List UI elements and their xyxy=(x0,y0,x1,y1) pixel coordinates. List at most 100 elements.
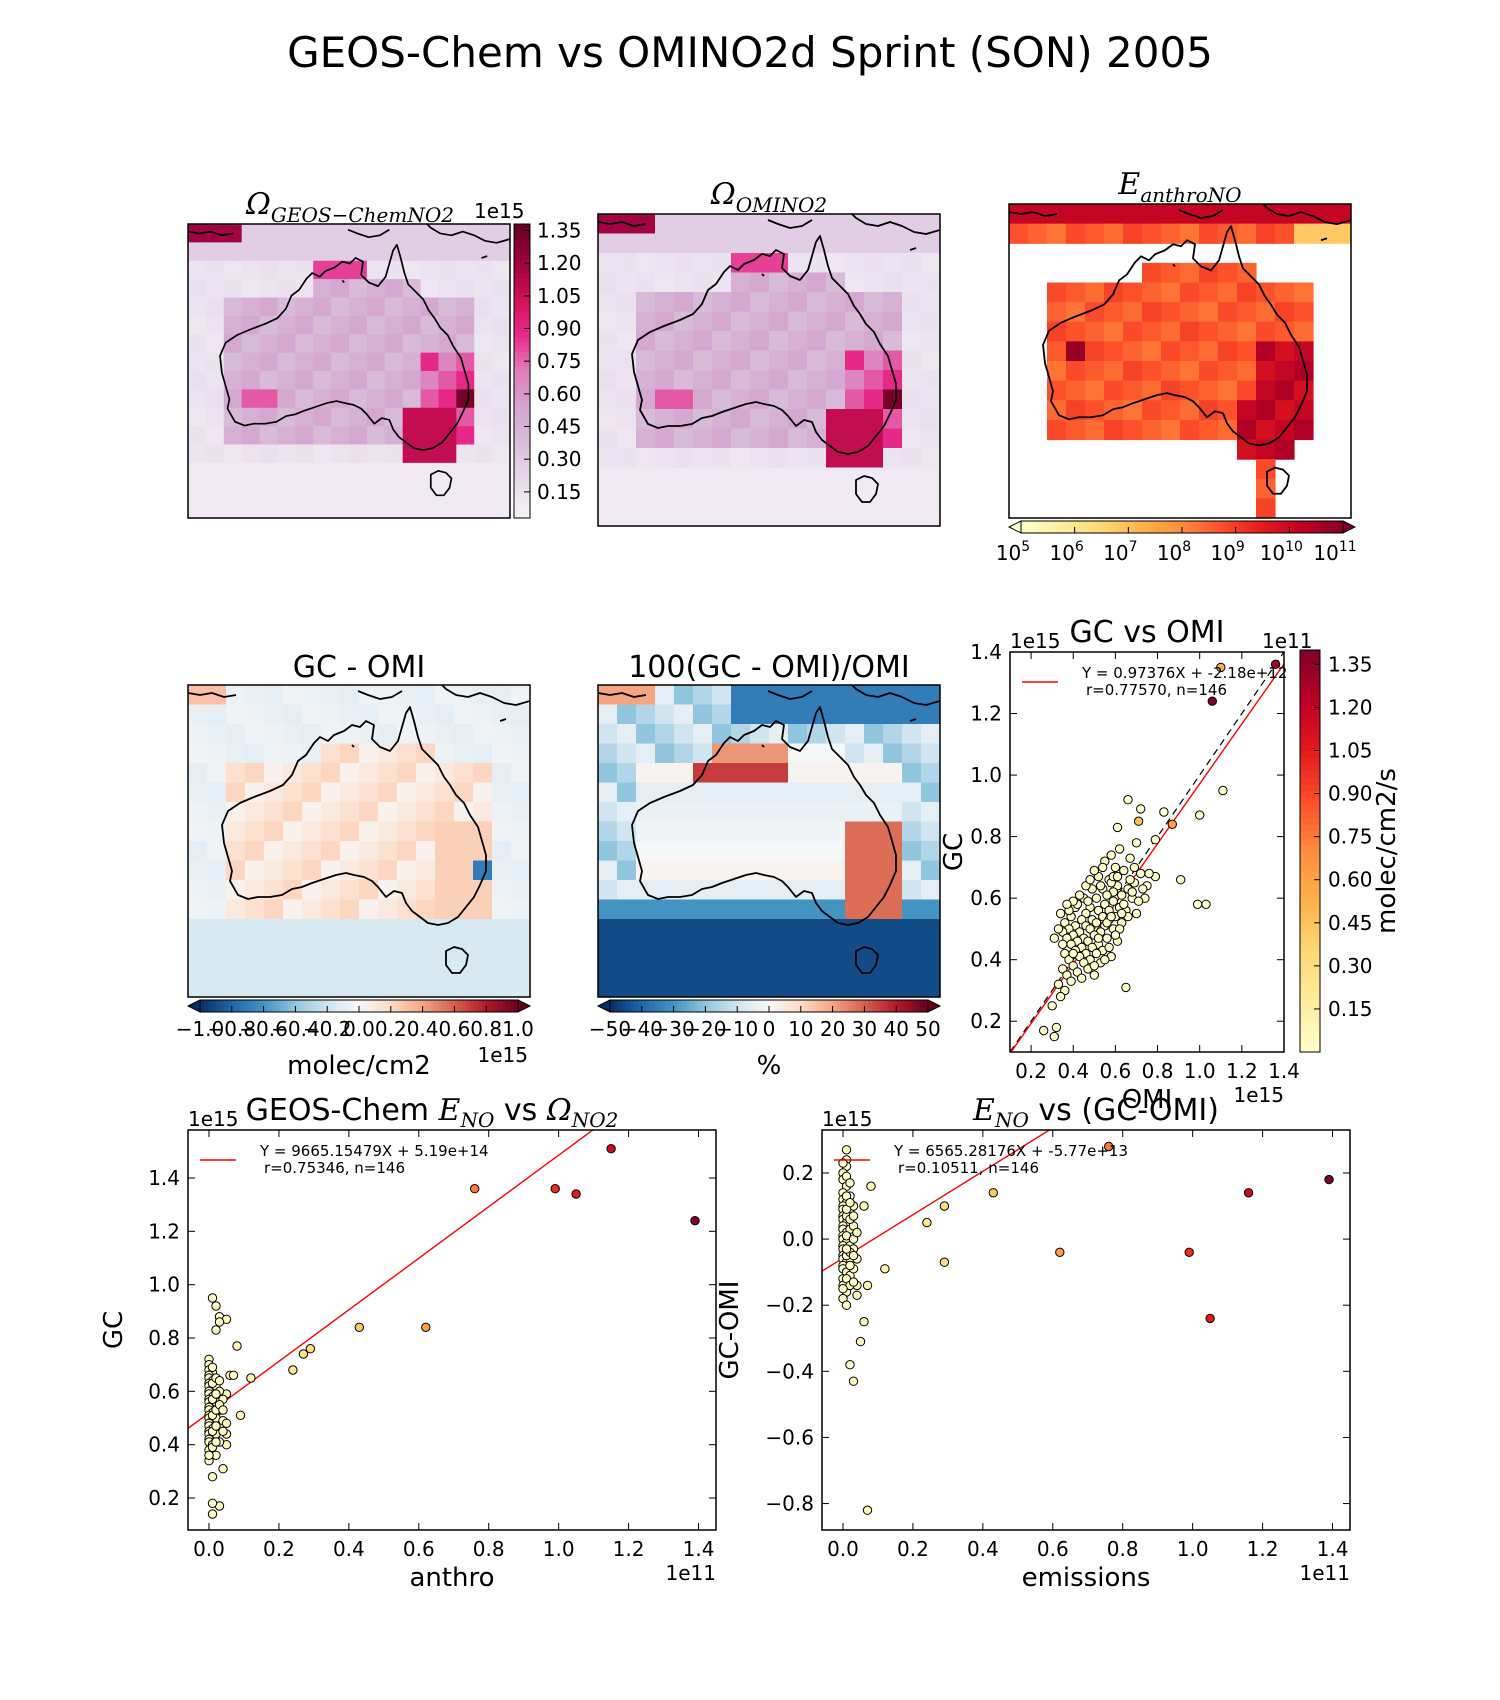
colorbar-swatch xyxy=(1300,663,1320,671)
map-cell xyxy=(731,880,751,901)
colorbar-swatch xyxy=(1300,991,1320,999)
map-cell xyxy=(788,899,808,920)
map-cell xyxy=(277,481,296,501)
plot-area xyxy=(1010,652,1284,1052)
colorbar-swatch xyxy=(1133,521,1139,533)
map-title-gc-minus-omi: GC - OMI xyxy=(293,650,425,685)
map-cell xyxy=(864,724,884,745)
scatter-point xyxy=(1117,890,1127,900)
map-cell xyxy=(864,506,884,526)
map-cell xyxy=(921,292,940,313)
map-cell xyxy=(492,802,512,823)
map-cell xyxy=(1332,223,1351,244)
map-title-omi-no2: ΩOMINO2 xyxy=(710,177,827,217)
map-cell xyxy=(259,242,279,262)
map-cell xyxy=(454,704,474,725)
scatter-point xyxy=(1062,899,1072,909)
scatter-point xyxy=(859,1317,869,1327)
map-cell xyxy=(223,499,243,518)
colorbar-swatch xyxy=(880,1000,885,1012)
scatter-point xyxy=(1114,844,1125,854)
map-cell xyxy=(807,821,827,842)
colorbar-swatch xyxy=(514,287,530,294)
map-cell xyxy=(456,224,475,243)
map-cell xyxy=(277,407,296,427)
map-cell xyxy=(845,919,865,940)
map-cell xyxy=(883,370,903,391)
colorbar-swatch xyxy=(884,1000,889,1012)
map-cell xyxy=(321,782,341,803)
map-cell xyxy=(750,331,770,352)
colorbar-extend-min xyxy=(186,999,201,1013)
map-cell xyxy=(245,977,265,997)
colorbar-swatch xyxy=(351,1000,356,1012)
colorbar-swatch xyxy=(840,1000,846,1012)
x-axis-label: emissions xyxy=(1022,1563,1151,1593)
map-cell xyxy=(264,802,284,823)
map-cell xyxy=(492,938,512,959)
map-cell xyxy=(223,297,243,317)
map-cell xyxy=(693,919,713,940)
scatter-point xyxy=(1089,970,1100,980)
colorbar-extend-min xyxy=(596,999,611,1013)
map-cell xyxy=(340,919,360,940)
colorbar-swatch xyxy=(1089,521,1094,533)
map-cell xyxy=(750,685,770,706)
map-cell xyxy=(674,487,694,508)
map-cell xyxy=(438,499,457,518)
map-cell xyxy=(788,389,808,410)
map-cell xyxy=(277,352,296,372)
colorbar-swatch xyxy=(1173,521,1179,533)
map-cell xyxy=(617,958,637,979)
colorbar-swatch xyxy=(1117,521,1123,533)
map-cell xyxy=(731,841,751,862)
colorbar-swatch xyxy=(514,473,530,480)
scatter-point xyxy=(246,1373,256,1383)
map-cell xyxy=(655,311,675,332)
map-cell xyxy=(693,782,713,803)
map-cell xyxy=(674,958,694,979)
scatter-point xyxy=(218,1405,228,1415)
map-cell xyxy=(731,409,751,430)
map-cell xyxy=(617,899,637,920)
colorbar-swatch xyxy=(1250,521,1255,533)
map-cell xyxy=(769,977,789,997)
y-axis-label: GC-OMI xyxy=(715,1281,745,1380)
map-cell xyxy=(693,977,713,997)
colorbar-swatch xyxy=(641,1000,647,1012)
map-cell xyxy=(511,782,530,803)
map-cell xyxy=(902,253,922,274)
map-cell xyxy=(416,821,436,842)
map-cell xyxy=(277,389,296,409)
map-cell xyxy=(241,242,261,262)
map-cell xyxy=(617,704,637,725)
map-cell xyxy=(456,279,475,299)
colorbar-offset-gc-minus-omi: 1e15 xyxy=(478,1043,528,1067)
map-cell xyxy=(1180,341,1200,362)
map-cell xyxy=(492,763,512,784)
map-cell xyxy=(617,487,637,508)
map-cell xyxy=(1161,341,1181,362)
colorbar-tick-label: 0.15 xyxy=(1328,997,1373,1021)
map-cell xyxy=(264,743,284,764)
x-tick-label: 1.4 xyxy=(1317,1537,1349,1561)
colorbar-swatch xyxy=(359,1000,364,1012)
map-cell xyxy=(1332,204,1351,225)
map-cell xyxy=(438,279,457,299)
map-cell xyxy=(674,389,694,410)
colorbar-swatch xyxy=(514,263,530,269)
map-cell xyxy=(655,487,675,508)
map-cell xyxy=(1256,223,1276,244)
colorbar-tick-base: 10 xyxy=(1049,541,1074,565)
x-tick-label: 0.6 xyxy=(403,1537,435,1561)
map-cell xyxy=(655,370,675,391)
map-cell xyxy=(788,409,808,430)
map-cell xyxy=(598,860,618,881)
map-cell xyxy=(1142,321,1162,342)
map-cell xyxy=(245,860,265,881)
map-cell xyxy=(769,389,789,410)
colorbar-swatch xyxy=(868,1000,873,1012)
map-cell xyxy=(826,685,846,706)
map-cell xyxy=(295,444,314,464)
